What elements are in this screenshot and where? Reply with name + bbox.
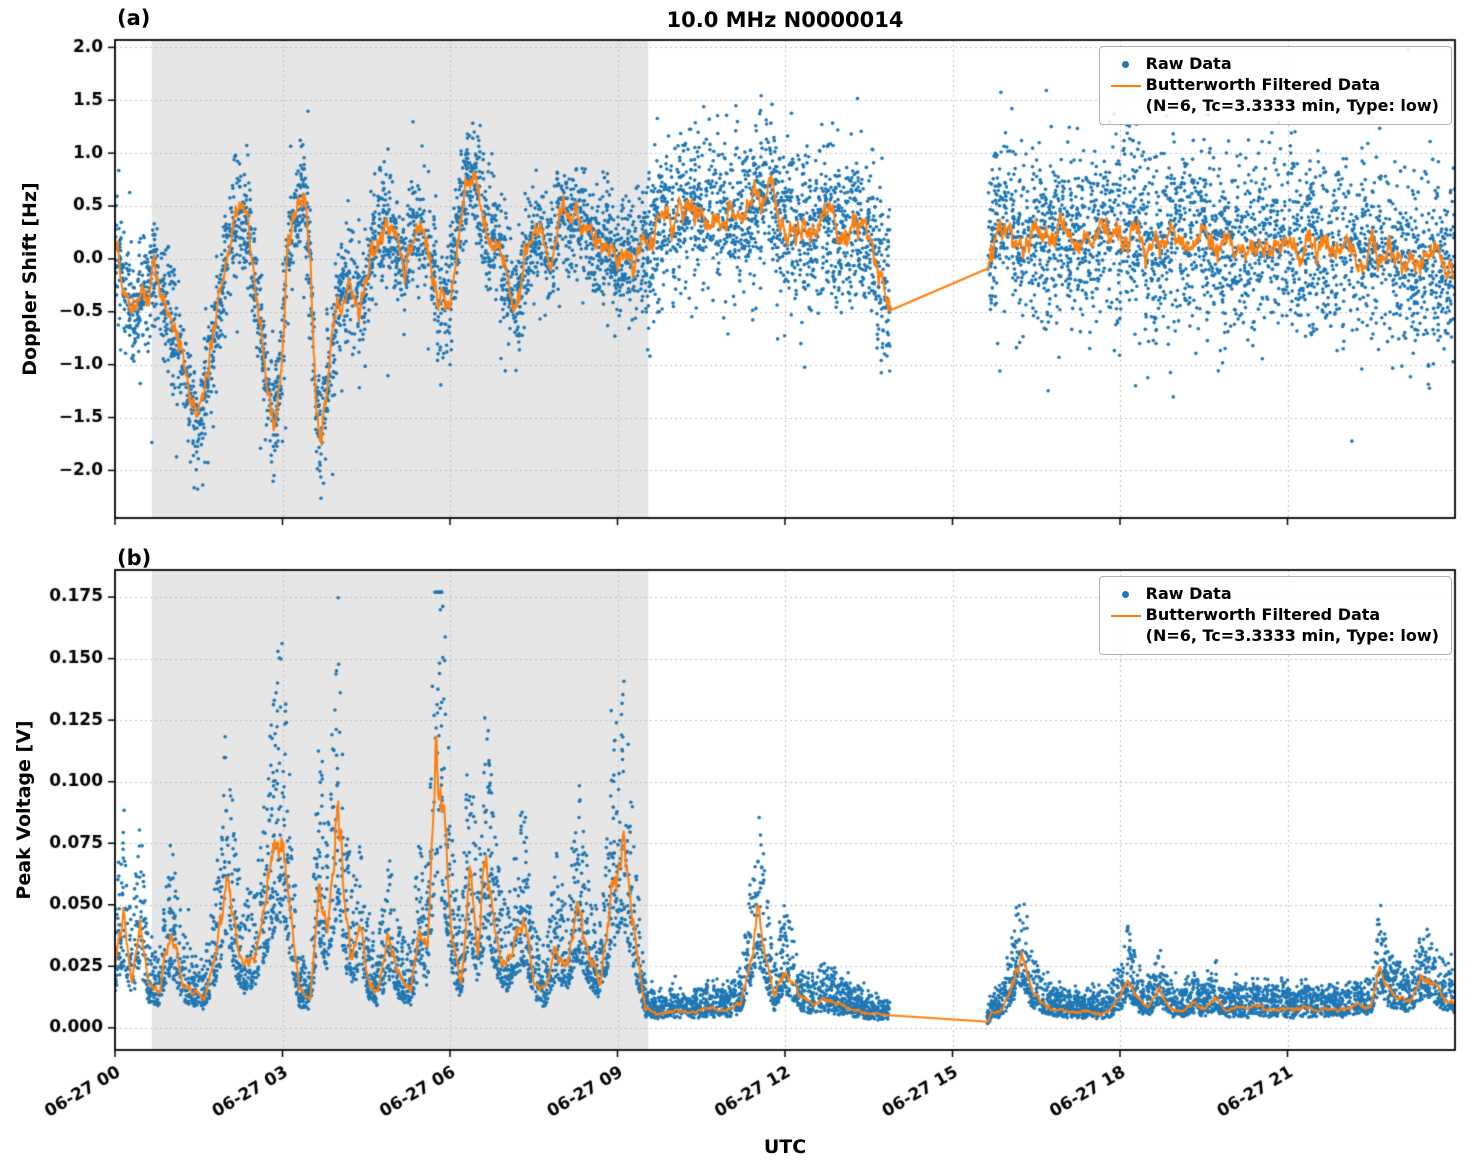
x-axis-label: UTC — [763, 1136, 807, 1158]
panel-b-legend: Raw Data Butterworth Filtered Data (N=6,… — [1098, 576, 1452, 656]
filtered-legend-label-line1: Butterworth Filtered Data — [1145, 74, 1381, 94]
filtered-legend-label: Butterworth Filtered Data (N=6, Tc=3.333… — [1146, 605, 1439, 647]
panel-b-plot-canvas — [0, 566, 1472, 1172]
raw-data-legend-label: Raw Data — [1145, 54, 1232, 73]
raw-data-legend-label: Raw Data — [1145, 584, 1232, 603]
filtered-marker-handle — [1106, 605, 1146, 617]
raw-data-dot-icon — [1122, 61, 1130, 68]
filtered-legend-label-line2: (N=6, Tc=3.3333 min, Type: low) — [1145, 95, 1439, 115]
figure-title: 10.0 MHz N0000014 — [666, 8, 904, 32]
filtered-line-icon — [1110, 614, 1141, 617]
filtered-legend-label-line2: (N=6, Tc=3.3333 min, Type: low) — [1145, 625, 1439, 645]
filtered-line-icon — [1110, 84, 1141, 87]
raw-data-dot-icon — [1122, 591, 1130, 598]
panel-a-label: (a) — [117, 6, 151, 30]
panel-a-legend: Raw Data Butterworth Filtered Data (N=6,… — [1098, 46, 1452, 126]
panel-a-plot-canvas — [0, 36, 1472, 576]
raw-data-marker-handle — [1106, 584, 1146, 598]
filtered-legend-label: Butterworth Filtered Data (N=6, Tc=3.333… — [1146, 75, 1439, 117]
raw-data-marker-handle — [1106, 54, 1146, 68]
filtered-legend-label-line1: Butterworth Filtered Data — [1145, 604, 1381, 624]
filtered-marker-handle — [1106, 75, 1146, 87]
